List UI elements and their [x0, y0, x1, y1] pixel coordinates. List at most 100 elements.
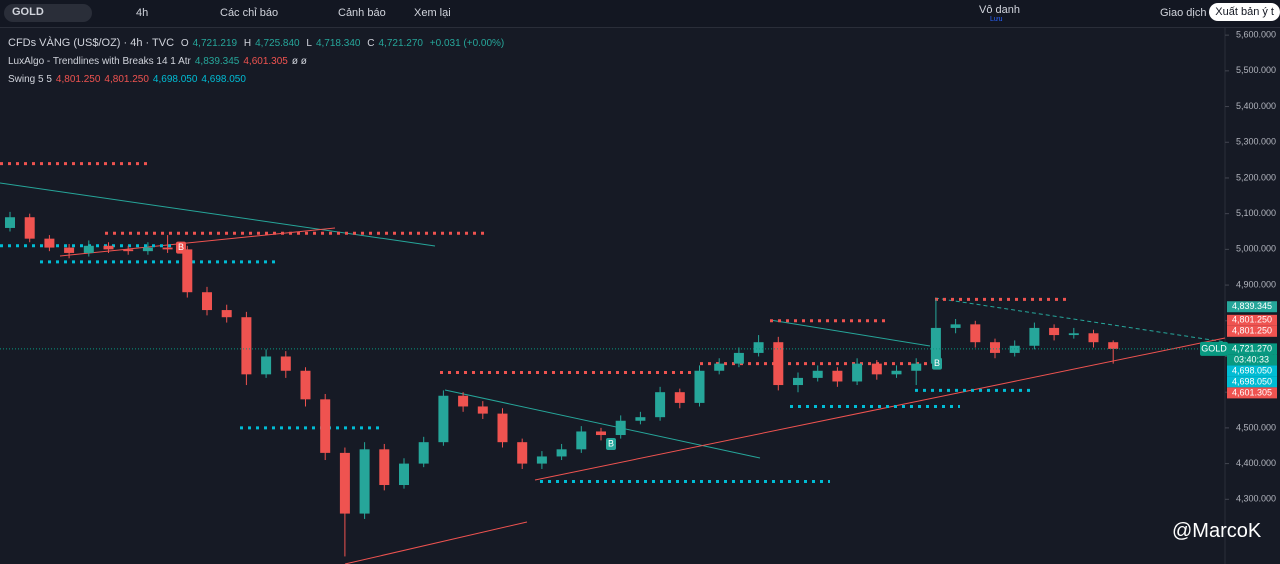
price-tag-bg [1227, 376, 1277, 388]
candle-body [911, 363, 922, 371]
value: 4,721.219 [192, 38, 238, 49]
y-tick-label: 4,500.000 [1236, 422, 1276, 432]
replay-button[interactable]: Xem lại [414, 7, 451, 19]
legend-title: CFDs VÀNG (US$/OZ) · 4h · TVC [8, 37, 175, 49]
price-tag: 4,839.345 [1232, 301, 1272, 311]
price-tag: 4,698.050 [1232, 376, 1272, 386]
trendline [59, 227, 336, 257]
change: +0.031 (+0.00%) [429, 38, 505, 49]
break-label: B [178, 242, 184, 252]
candle-body [812, 370, 823, 378]
candle-body [1088, 333, 1099, 343]
candle-body [339, 452, 350, 514]
candle-body [950, 324, 961, 328]
trendline [344, 521, 528, 564]
account[interactable]: Vô danh [979, 4, 1020, 16]
candle-body [753, 342, 764, 353]
candle-body [596, 431, 606, 436]
candle-body [123, 249, 134, 252]
candle-body [142, 247, 153, 252]
candle-body [438, 395, 449, 443]
y-tick-label: 5,300.000 [1236, 137, 1276, 147]
price-tag-bg [1227, 314, 1277, 326]
candle-body [103, 245, 114, 250]
candle-body [5, 217, 15, 228]
candle-body [300, 370, 311, 400]
trendline [769, 319, 931, 347]
candle-body [280, 356, 291, 371]
toolbar: GOLD 4h Các chỉ báo Cảnh báo Xem lại Vô … [0, 0, 1280, 28]
price-tag-bg [1227, 365, 1277, 377]
price-tag: 4,721.270 [1232, 343, 1272, 353]
candle-body [694, 370, 705, 403]
candle-body [477, 406, 488, 414]
label: LuxAlgo - Trendlines with Breaks 14 1 At… [8, 56, 191, 67]
candle-body [517, 442, 528, 464]
value: 4,725.840 [255, 38, 300, 49]
value: 4,801.250 [55, 74, 101, 85]
candle-body [320, 399, 331, 453]
y-tick-label: 5,100.000 [1236, 208, 1276, 218]
legend-indicator: Swing 5 5 4,801.250 4,801.250 4,698.050 4,69… [8, 71, 508, 89]
value: 4,718.340 [315, 38, 361, 49]
candle-body [773, 342, 784, 386]
break-label-bg [932, 357, 942, 370]
candle-body [891, 370, 902, 375]
candle-body [1068, 333, 1079, 336]
price-tag: 4,698.050 [1232, 365, 1272, 375]
candle-body [24, 217, 35, 239]
price-tag-bg [1227, 325, 1277, 337]
value: 4,601.305 [243, 56, 288, 67]
candle-body [221, 310, 232, 318]
trade-button[interactable]: Giao dịch [1160, 7, 1207, 19]
save[interactable]: Lưu [990, 16, 1003, 23]
trendline [444, 389, 761, 459]
y-tick-label: 4,400.000 [1236, 458, 1276, 468]
value: 4,698.050 [152, 74, 198, 85]
candle-body [379, 449, 390, 486]
label: L [306, 38, 312, 49]
y-tick-label: 5,500.000 [1236, 65, 1276, 75]
alerts-button[interactable]: Cảnh báo [338, 7, 386, 19]
countdown: 03:40:33 [1234, 354, 1269, 364]
label: H [243, 38, 252, 49]
symbol-search[interactable]: GOLD [4, 4, 92, 22]
candle-body [990, 342, 1000, 353]
candle-body [635, 417, 646, 421]
watermark: @MarcoK [1172, 520, 1262, 542]
candle-body [202, 292, 212, 311]
candle-body [418, 442, 429, 464]
y-tick-label: 5,200.000 [1236, 172, 1276, 182]
candle-body [615, 420, 626, 436]
value: 4,839.345 [194, 56, 240, 67]
value: 4,801.250 [104, 74, 149, 85]
value: 4,698.050 [201, 74, 246, 85]
y-tick-label: 5,400.000 [1236, 101, 1276, 111]
candle-body [261, 356, 272, 375]
candle-body [536, 456, 547, 464]
candle-body [714, 363, 725, 371]
legend-main: CFDs VÀNG (US$/OZ) · 4h · TVC O 4,721.219… [8, 34, 508, 53]
indicators-button[interactable]: Các chỉ báo [220, 7, 279, 19]
price-tag-bg [1227, 387, 1277, 399]
value: 4,721.270 [378, 38, 423, 49]
publish-button[interactable]: Xuất bản ý t [1209, 3, 1280, 21]
legend: CFDs VÀNG (US$/OZ) · 4h · TVC O 4,721.219… [8, 34, 508, 89]
candle-body [1049, 327, 1060, 336]
label: Swing 5 5 [8, 74, 52, 85]
candle-body [64, 247, 75, 253]
candle-body [852, 363, 863, 382]
interval[interactable]: 4h [136, 7, 149, 19]
candle-body [674, 392, 685, 403]
chart: 5,600.000 5,500.000 5,400.000 5,300.000 5,20… [0, 28, 1277, 564]
candle-body [1029, 327, 1040, 346]
y-tick-label: 4,300.000 [1236, 494, 1276, 504]
y-tick-label: 5,600.000 [1236, 30, 1276, 40]
y-tick-label: 5,000.000 [1236, 244, 1276, 254]
price-tag-bg [1227, 301, 1277, 313]
candle-body [497, 413, 508, 443]
break-label-bg [176, 241, 186, 254]
break-label: B [608, 438, 614, 448]
break-label: B [934, 358, 940, 368]
countdown-bg [1227, 354, 1277, 366]
